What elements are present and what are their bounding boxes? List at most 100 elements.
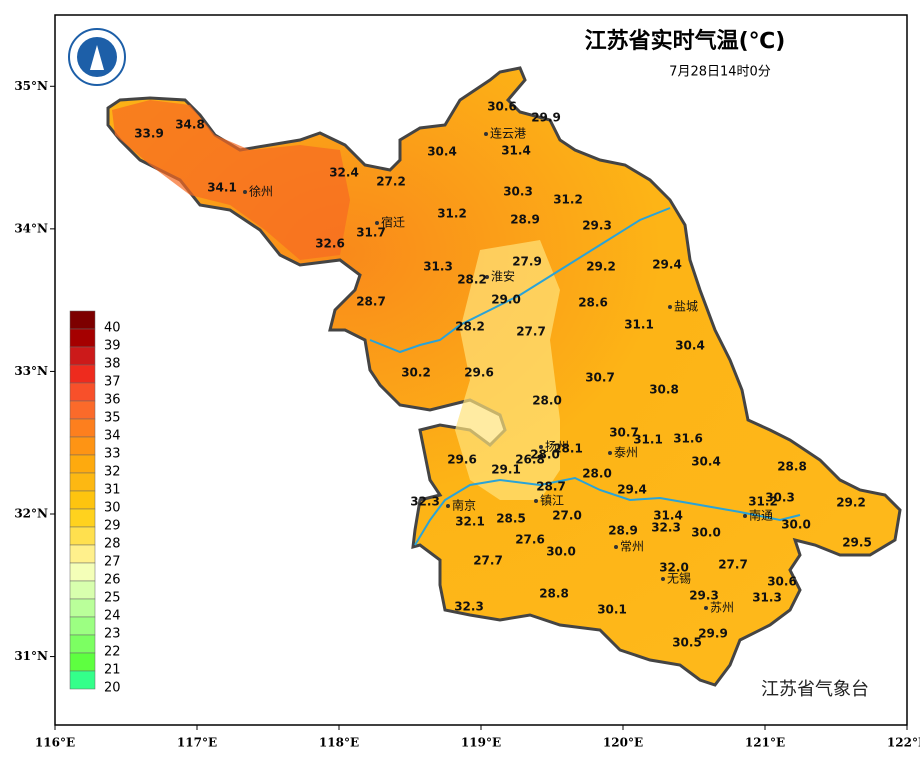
station-temp: 29.4 bbox=[617, 483, 647, 497]
river bbox=[369, 207, 671, 354]
station-temp: 30.6 bbox=[487, 100, 517, 114]
legend-label: 33 bbox=[104, 447, 121, 462]
legend-label: 37 bbox=[104, 375, 121, 390]
station-temp: 28.9 bbox=[510, 213, 540, 227]
station-temp: 29.5 bbox=[842, 536, 872, 550]
y-tick-label: 35°N bbox=[14, 79, 48, 93]
station-temp: 28.8 bbox=[777, 460, 807, 474]
city-dot bbox=[704, 606, 708, 610]
station-temp: 31.3 bbox=[423, 260, 453, 274]
station-temp: 28.2 bbox=[455, 320, 485, 334]
city-dot bbox=[539, 445, 543, 449]
station-temp: 30.0 bbox=[691, 526, 721, 540]
city-label: 盐城 bbox=[674, 300, 698, 314]
city-dot bbox=[534, 499, 538, 503]
station-temp: 31.4 bbox=[653, 509, 683, 523]
legend-label: 26 bbox=[104, 573, 121, 588]
legend-label: 38 bbox=[104, 357, 121, 372]
x-tick-label: 117°E bbox=[177, 736, 217, 750]
legend-label: 22 bbox=[104, 645, 121, 660]
city-label: 无锡 bbox=[667, 571, 691, 586]
legend-swatch bbox=[69, 454, 96, 474]
x-tick-label: 122°E bbox=[887, 736, 920, 750]
station-temp: 30.7 bbox=[585, 371, 615, 385]
station-temp: 32.1 bbox=[455, 515, 485, 529]
station-temp: 28.6 bbox=[578, 296, 608, 310]
legend-label: 40 bbox=[104, 321, 121, 336]
legend-swatch bbox=[69, 418, 96, 438]
legend-label: 23 bbox=[104, 627, 121, 642]
station-temp: 29.2 bbox=[836, 496, 866, 510]
station-temp: 27.2 bbox=[376, 175, 406, 189]
station-temp: 30.7 bbox=[609, 426, 639, 440]
city-dot bbox=[614, 545, 618, 549]
station-temp: 30.4 bbox=[691, 455, 721, 469]
legend-swatch bbox=[69, 346, 96, 366]
legend-swatch bbox=[69, 472, 96, 492]
station-temp: 28.5 bbox=[496, 512, 526, 526]
legend-label: 25 bbox=[104, 591, 121, 606]
station-temp: 29.4 bbox=[652, 258, 682, 272]
station-temp: 30.8 bbox=[649, 383, 679, 397]
legend-label: 29 bbox=[104, 519, 121, 534]
legend-label: 36 bbox=[104, 393, 121, 408]
city-label: 淮安 bbox=[491, 269, 515, 284]
station-temp: 30.2 bbox=[401, 366, 431, 380]
legend-swatch bbox=[69, 634, 96, 654]
station-temp: 29.3 bbox=[582, 219, 612, 233]
legend-swatch bbox=[69, 544, 96, 564]
station-temp: 30.0 bbox=[546, 545, 576, 559]
station-temp: 31.6 bbox=[673, 432, 703, 446]
y-tick-label: 31°N bbox=[14, 649, 48, 663]
city-label: 连云港 bbox=[490, 126, 526, 141]
station-temp: 30.3 bbox=[503, 185, 533, 199]
station-temp: 28.7 bbox=[536, 480, 566, 494]
x-tick-label: 118°E bbox=[319, 736, 359, 750]
legend-label: 32 bbox=[104, 465, 121, 480]
legend-swatch bbox=[69, 328, 96, 348]
station-temp: 28.2 bbox=[457, 273, 487, 287]
station-temp: 29.6 bbox=[447, 453, 477, 467]
station-temp: 29.9 bbox=[698, 627, 728, 641]
city-label: 镇江 bbox=[540, 494, 564, 508]
station-temp: 29.9 bbox=[531, 111, 561, 125]
station-temp: 28.0 bbox=[582, 467, 612, 481]
y-tick-label: 34°N bbox=[14, 221, 48, 235]
station-temp: 30.4 bbox=[675, 339, 705, 353]
city-dot bbox=[375, 221, 379, 225]
x-tick-label: 119°E bbox=[461, 736, 501, 750]
station-temp: 29.1 bbox=[491, 463, 521, 477]
legend-label: 35 bbox=[104, 411, 121, 426]
title: 江苏省实时气温(℃) bbox=[585, 28, 786, 54]
station-temp: 28.1 bbox=[553, 442, 583, 456]
legend-label: 28 bbox=[104, 537, 121, 552]
y-tick-label: 32°N bbox=[14, 506, 48, 520]
station-temp: 30.3 bbox=[765, 491, 795, 505]
city-label: 徐州 bbox=[249, 184, 273, 199]
legend-label: 20 bbox=[104, 681, 121, 696]
city-label: 南京 bbox=[452, 498, 476, 513]
station-temp: 27.6 bbox=[515, 533, 545, 547]
station-temp: 28.0 bbox=[532, 394, 562, 408]
legend-swatch bbox=[69, 508, 96, 528]
station-temp: 29.3 bbox=[689, 589, 719, 603]
station-temp: 28.9 bbox=[608, 524, 638, 538]
station-temp: 31.2 bbox=[553, 193, 583, 207]
city-label: 南通 bbox=[749, 508, 773, 523]
station-temp: 27.7 bbox=[473, 554, 503, 568]
hot-zone bbox=[112, 100, 350, 260]
legend-label: 34 bbox=[104, 429, 121, 444]
legend-swatch bbox=[69, 598, 96, 618]
station-temp: 26.8 bbox=[515, 453, 545, 467]
station-temp: 31.2 bbox=[437, 207, 467, 221]
station-temp: 32.0 bbox=[659, 561, 689, 575]
city-label: 常州 bbox=[620, 540, 644, 554]
station-temp: 31.2 bbox=[748, 495, 778, 509]
station-temp: 32.6 bbox=[315, 237, 345, 251]
legend-swatch bbox=[69, 526, 96, 546]
city-dot bbox=[485, 275, 489, 279]
city-label: 泰州 bbox=[614, 446, 638, 460]
station-temp: 31.1 bbox=[633, 433, 663, 447]
legend-swatch bbox=[69, 490, 96, 510]
